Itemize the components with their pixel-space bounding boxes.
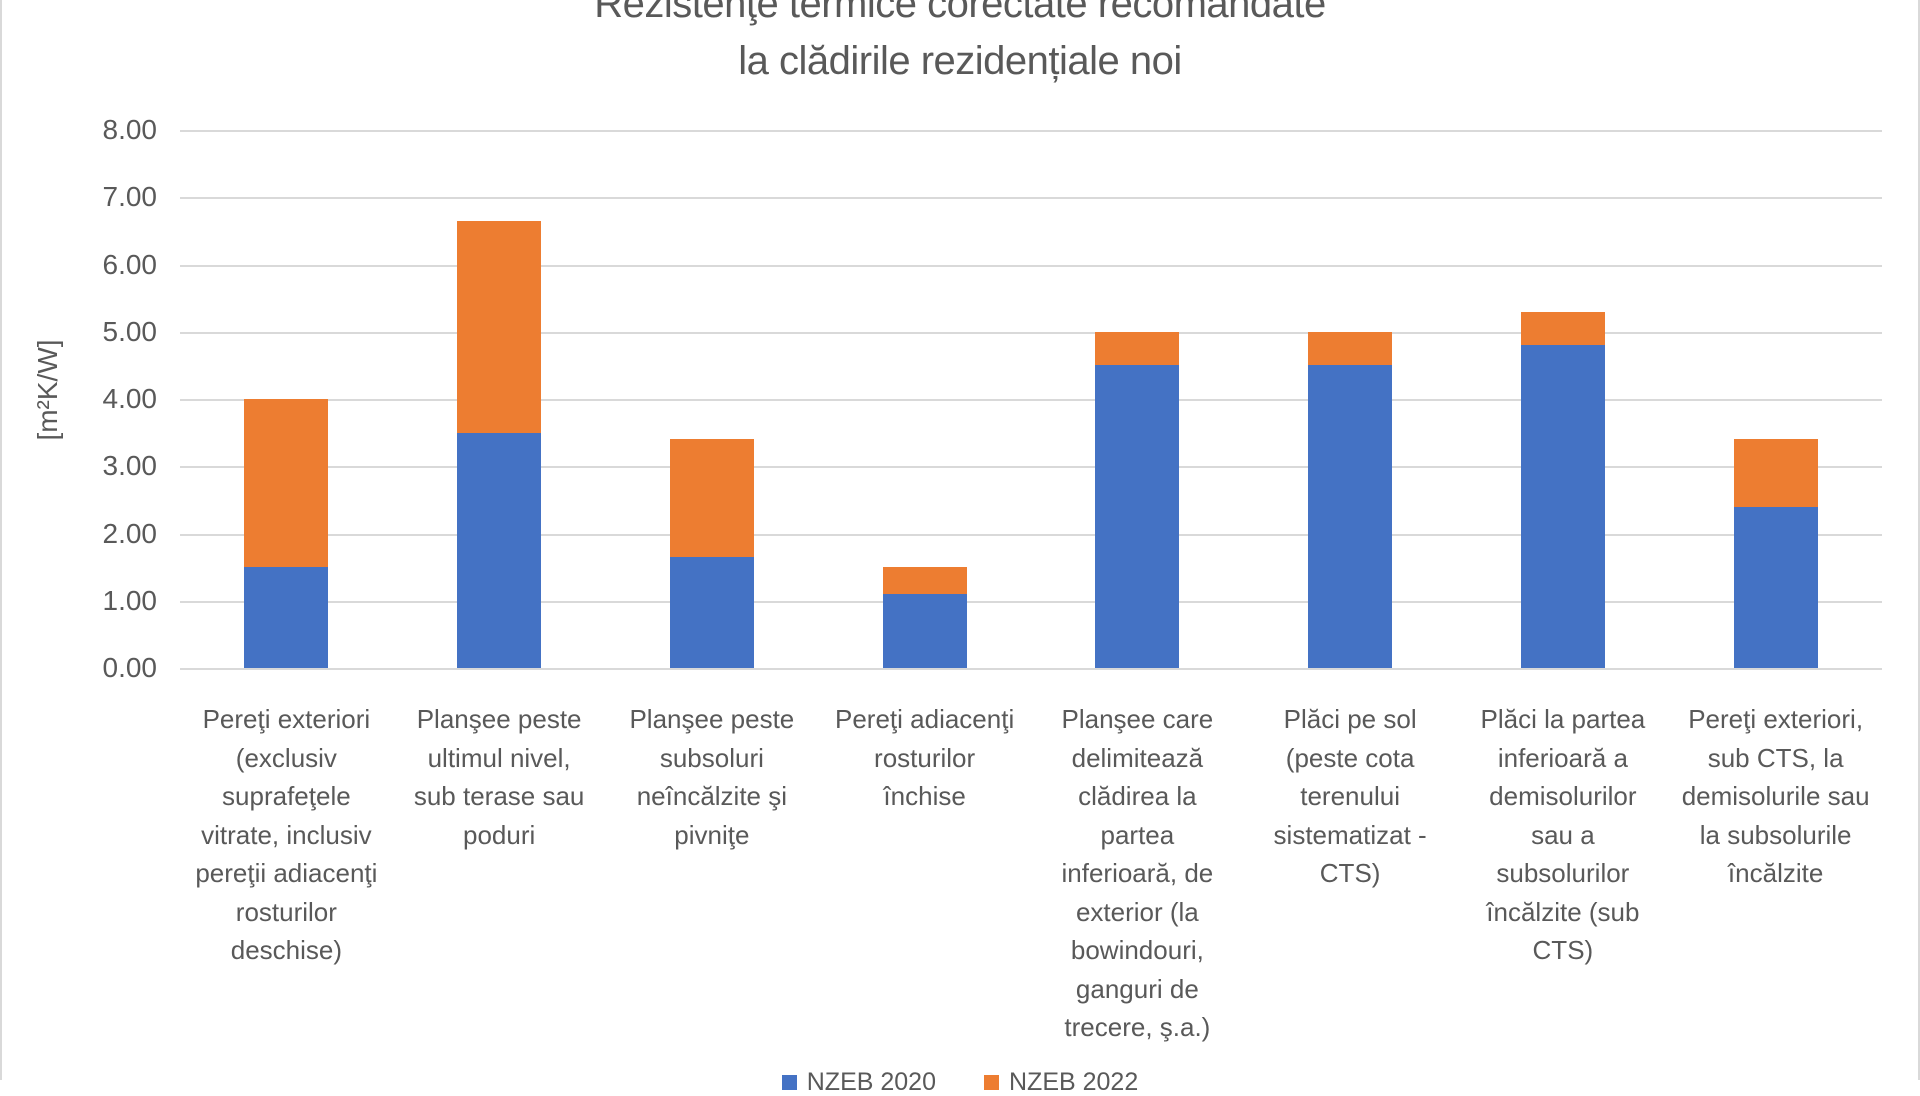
bar-segment-nzeb-2022 [1095,331,1180,366]
gridline [180,533,1882,536]
legend-item: NZEB 2020 [781,1068,936,1096]
bar-segment-nzeb-2020 [457,432,542,668]
bar-group [1031,130,1244,668]
gridline [180,331,1882,334]
legend-label: NZEB 2022 [1009,1068,1139,1096]
bar-segment-nzeb-2020 [1520,345,1605,668]
chart-title-line2: la clădirile rezidențiale noi [738,39,1182,83]
x-category-label: Planşee peste ultimul nivel, sub terase … [413,704,585,850]
y-tick-label: 8.00 [102,114,158,145]
gridline [180,668,1882,670]
bar-group [606,130,819,668]
y-tick-label: 1.00 [102,584,158,616]
gridline [180,197,1882,200]
bar-segment-nzeb-2022 [1733,439,1818,507]
y-tick-label: 3.00 [102,450,158,482]
chart-title-line1: Rezistenţe termice corectate recomandate [594,0,1326,26]
y-tick-label: 0.00 [102,652,158,683]
bar-segment-nzeb-2022 [1308,331,1393,366]
legend-item: NZEB 2022 [984,1069,1138,1095]
gridline [180,600,1882,603]
chart-title: Rezistenţe termice corectate recomandate… [2,0,1918,90]
y-tick-label: 2.00 [102,517,158,549]
x-category-label: Planşee peste subsoluri neîncălzite şi p… [629,704,795,850]
bar-group [1244,130,1457,668]
y-tick-label: 6.00 [102,248,158,280]
bar-segment-nzeb-2022 [244,399,329,568]
x-category-label: Plăci pe sol (peste cota terenului siste… [1273,704,1427,888]
legend-label: NZEB 2020 [806,1068,936,1096]
bar-segment-nzeb-2020 [1733,506,1818,668]
gridline [180,130,1882,132]
x-category-label: Pereţi adiacenţi rosturilor închise [835,704,1015,811]
bar-segment-nzeb-2022 [882,567,967,595]
bar-group [180,130,393,668]
y-axis-ticks: 8.00 7.00 6.00 5.00 4.00 3.00 2.00 1.00 0.00 [2,116,158,682]
gridline [180,399,1882,401]
bar-segment-nzeb-2020 [669,557,754,668]
bar-group [393,130,606,668]
y-tick-label: 5.00 [102,315,158,347]
x-category-label: Planşee care delimitează clădirea la par… [1061,704,1214,1042]
bar-group [1457,130,1670,668]
plot-area [180,130,1882,670]
bar-group [818,130,1031,668]
legend-swatch [984,1074,999,1090]
legend: NZEB 2020 NZEB 2022 [2,1069,1918,1095]
bar-segment-nzeb-2020 [244,567,329,668]
bar-segment-nzeb-2022 [669,439,754,558]
bar-segment-nzeb-2020 [1095,365,1180,668]
y-tick-label: 4.00 [102,383,158,414]
bar-segment-nzeb-2020 [882,594,967,668]
gridline [180,466,1882,469]
y-tick-label: 7.00 [102,181,158,213]
legend-swatch [781,1074,797,1090]
bar-segment-nzeb-2022 [1520,311,1605,346]
bar-group [1669,130,1882,668]
x-category-label: Plăci la partea inferioară a demisoluril… [1480,704,1646,965]
bar-segment-nzeb-2022 [457,220,542,433]
gridline [180,264,1882,267]
x-category-label: Pereţi exteriori (exclusiv suprafeţele v… [195,704,378,965]
bar-segment-nzeb-2020 [1308,365,1393,668]
x-category-label: Pereţi exteriori, sub CTS, la demisoluri… [1681,704,1870,888]
